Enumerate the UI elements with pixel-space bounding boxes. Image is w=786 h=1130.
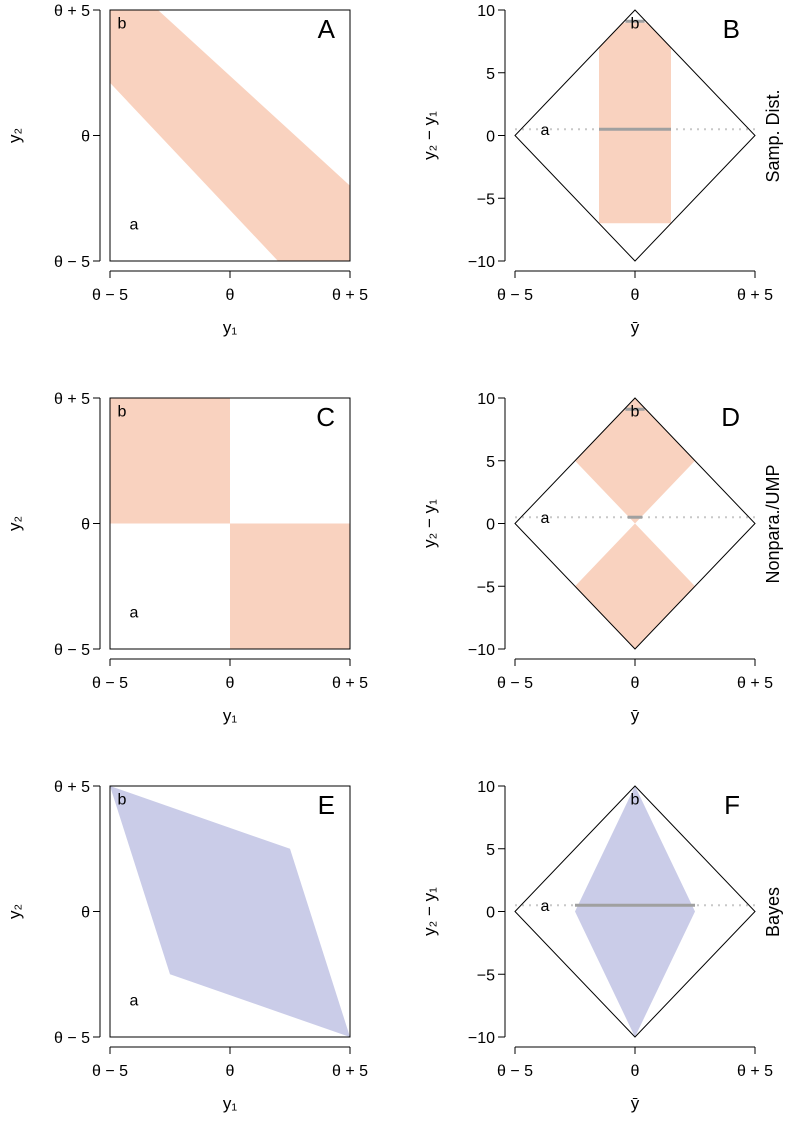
y-tick-label-d-2: 0	[486, 517, 495, 534]
y-tick-label-c-2: θ + 5	[54, 391, 90, 408]
y-tick-label-b-4: 10	[477, 3, 495, 20]
panel-a: θ − 5 θ θ + 5 y₁ θ − 5 θ θ + 5 y₂ Aa b	[5, 3, 368, 337]
frame-a	[109, 9, 351, 262]
region-a-0	[110, 10, 350, 261]
panel-label-d: D	[721, 402, 740, 432]
y-tick-label-d-0: −10	[468, 642, 495, 659]
x-tick-label-f-0: θ − 5	[497, 1063, 533, 1080]
point-label-f-b: b	[631, 792, 640, 809]
y-tick-label-e-2: θ + 5	[54, 779, 90, 796]
frame-f	[514, 785, 756, 1038]
y-tick-label-c-0: θ − 5	[54, 642, 90, 659]
y-tick-label-f-4: 10	[477, 779, 495, 796]
y-tick-label-f-2: 0	[486, 905, 495, 922]
y-axis-label-b: y₂ − y₁	[420, 111, 439, 160]
panel-d: θ − 5 θ θ + 5 ȳ −10 −5 0 5 10 y₂ − y₁ Da b	[420, 391, 773, 725]
point-label-c-a: a	[130, 604, 139, 621]
frame-c	[109, 397, 351, 650]
y-tick-label-a-0: θ − 5	[54, 254, 90, 271]
x-axis-label-b: ȳ	[631, 318, 640, 337]
x-axis-label-c: y₁	[223, 706, 238, 725]
y-tick-label-a-1: θ	[81, 129, 90, 146]
y-tick-label-f-1: −5	[477, 967, 495, 984]
panel-label-f: F	[724, 790, 740, 820]
panel-b: θ − 5 θ θ + 5 ȳ −10 −5 0 5 10 y₂ − y₁ Ba b	[420, 3, 773, 337]
x-tick-label-e-0: θ − 5	[92, 1063, 128, 1080]
point-label-e-b: b	[118, 792, 127, 809]
y-axis-label-d: y₂ − y₁	[420, 499, 439, 548]
y-axis-label-f: y₂ − y₁	[420, 887, 439, 936]
y-tick-label-d-3: 5	[486, 454, 495, 471]
x-tick-label-b-1: θ	[631, 287, 640, 304]
x-tick-label-c-2: θ + 5	[332, 675, 368, 692]
plots-layer: θ − 5 θ θ + 5 y₁ θ − 5 θ θ + 5 y₂ Aa b θ − 5 θ θ + 5…	[5, 3, 773, 1113]
y-tick-label-d-1: −5	[477, 579, 495, 596]
region-c-1	[230, 523, 350, 649]
x-axis-label-d: ȳ	[631, 706, 640, 725]
frame-b	[514, 9, 756, 262]
point-label-f-a: a	[541, 898, 550, 915]
x-tick-label-b-0: θ − 5	[497, 287, 533, 304]
x-tick-label-a-0: θ − 5	[92, 287, 128, 304]
x-axis-label-f: ȳ	[631, 1094, 640, 1113]
panel-label-e: E	[318, 790, 335, 820]
panel-f: θ − 5 θ θ + 5 ȳ −10 −5 0 5 10 y₂ − y₁ Fa b	[420, 779, 773, 1113]
x-tick-label-f-1: θ	[631, 1063, 640, 1080]
panel-label-b: B	[723, 14, 740, 44]
x-tick-label-a-1: θ	[226, 287, 235, 304]
panel-c: θ − 5 θ θ + 5 y₁ θ − 5 θ θ + 5 y₂ Ca b	[5, 391, 368, 725]
point-label-c-b: b	[118, 404, 127, 421]
x-tick-label-d-0: θ − 5	[497, 675, 533, 692]
panel-label-c: C	[316, 402, 335, 432]
y-tick-label-d-4: 10	[477, 391, 495, 408]
y-tick-label-b-0: −10	[468, 254, 495, 271]
region-c-0	[110, 398, 230, 524]
y-tick-label-b-3: 5	[486, 66, 495, 83]
point-label-d-b: b	[631, 404, 640, 421]
x-tick-label-d-1: θ	[631, 675, 640, 692]
x-tick-label-e-2: θ + 5	[332, 1063, 368, 1080]
y-tick-label-b-1: −5	[477, 191, 495, 208]
panel-label-a: A	[318, 14, 336, 44]
point-label-e-a: a	[130, 992, 139, 1009]
row-label-bayes: Bayes	[763, 887, 783, 937]
y-tick-label-b-2: 0	[486, 129, 495, 146]
y-tick-label-f-0: −10	[468, 1030, 495, 1047]
y-tick-label-e-0: θ − 5	[54, 1030, 90, 1047]
x-tick-label-f-2: θ + 5	[737, 1063, 773, 1080]
row-label-nonpara-ump: Nonpara./UMP	[763, 464, 783, 583]
point-label-b-b: b	[631, 16, 640, 33]
y-tick-label-a-2: θ + 5	[54, 3, 90, 20]
region-e-0	[110, 786, 350, 1037]
x-axis-label-e: y₁	[223, 1094, 238, 1113]
y-tick-label-c-1: θ	[81, 517, 90, 534]
row-label-samp-dist: Samp. Dist.	[763, 89, 783, 182]
y-tick-label-e-1: θ	[81, 905, 90, 922]
x-tick-label-d-2: θ + 5	[737, 675, 773, 692]
x-tick-label-c-1: θ	[226, 675, 235, 692]
frame-d	[514, 397, 756, 650]
y-axis-label-a: y₂	[5, 128, 24, 143]
x-tick-label-b-2: θ + 5	[737, 287, 773, 304]
x-tick-label-a-2: θ + 5	[332, 287, 368, 304]
point-label-b-a: a	[541, 122, 550, 139]
y-axis-label-e: y₂	[5, 904, 24, 919]
panel-e: θ − 5 θ θ + 5 y₁ θ − 5 θ θ + 5 y₂ Ea b	[5, 779, 368, 1113]
point-label-a-b: b	[118, 16, 127, 33]
y-axis-label-c: y₂	[5, 516, 24, 531]
point-label-a-a: a	[130, 216, 139, 233]
x-tick-label-e-1: θ	[226, 1063, 235, 1080]
y-tick-label-f-3: 5	[486, 842, 495, 859]
region-d-1	[575, 523, 695, 649]
region-b-0	[599, 22, 671, 224]
x-tick-label-c-0: θ − 5	[92, 675, 128, 692]
region-f-0	[575, 786, 695, 1037]
frame-e	[109, 785, 351, 1038]
point-label-d-a: a	[541, 510, 550, 527]
region-d-0	[575, 398, 695, 524]
x-axis-label-a: y₁	[223, 318, 238, 337]
